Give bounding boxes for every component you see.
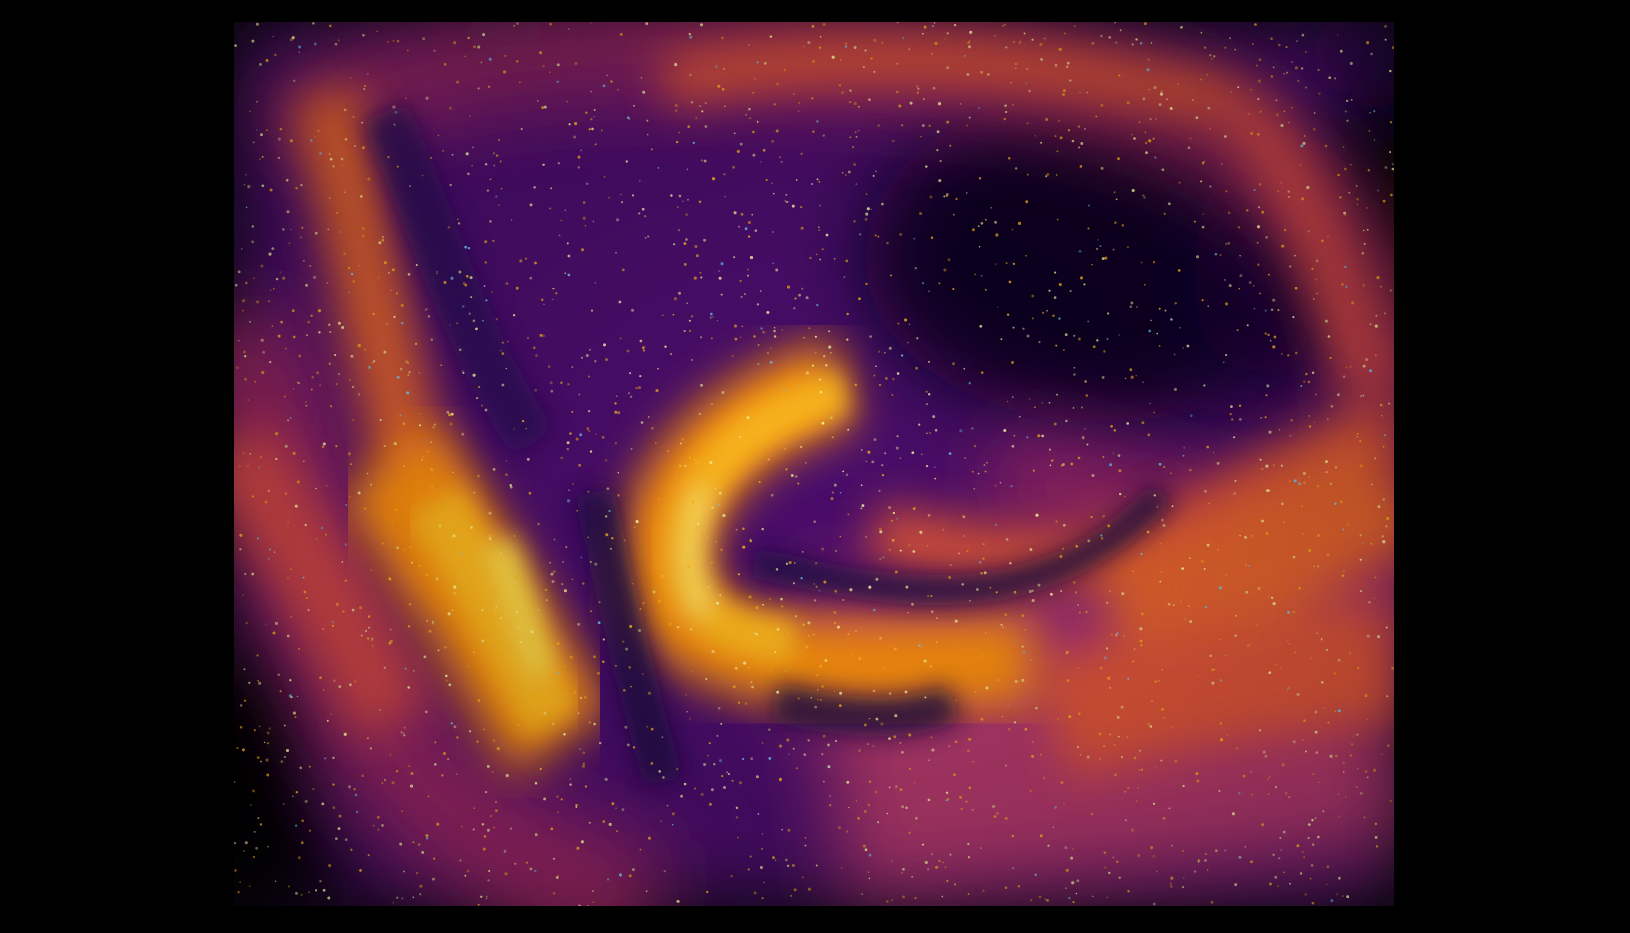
vignette [234, 22, 1394, 906]
density-image [234, 22, 1394, 906]
density-heatmap [234, 22, 1394, 906]
